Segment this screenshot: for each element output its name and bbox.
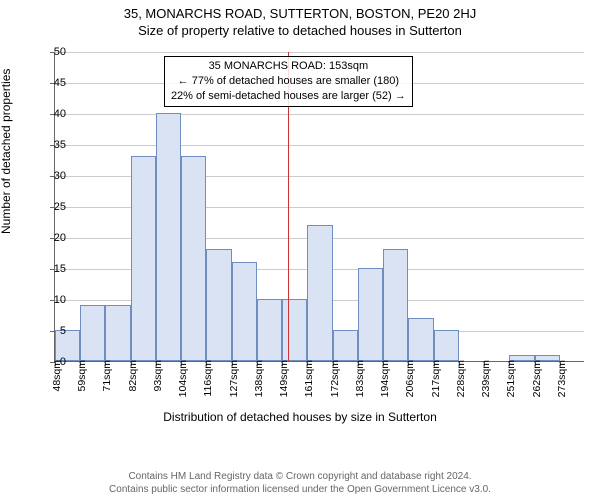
page-title: 35, MONARCHS ROAD, SUTTERTON, BOSTON, PE…: [0, 0, 600, 21]
xtick-label: 228sqm: [455, 360, 467, 397]
page-subtitle: Size of property relative to detached ho…: [0, 21, 600, 38]
bar: [307, 225, 332, 361]
bar: [105, 305, 130, 361]
xtick-label: 71sqm: [101, 360, 113, 392]
annotation-box: 35 MONARCHS ROAD: 153sqm ← 77% of detach…: [164, 56, 413, 107]
xtick-label: 262sqm: [531, 360, 543, 397]
annotation-line-1: 35 MONARCHS ROAD: 153sqm: [171, 59, 406, 74]
xtick-label: 48sqm: [51, 360, 63, 392]
bar: [333, 330, 358, 361]
footer: Contains HM Land Registry data © Crown c…: [0, 470, 600, 496]
bar: [358, 268, 383, 361]
bar: [282, 299, 307, 361]
ytick-label: 10: [26, 294, 66, 306]
xtick-label: 206sqm: [404, 360, 416, 397]
bar: [181, 156, 206, 361]
xtick-label: 116sqm: [202, 360, 214, 397]
plot-area: 35 MONARCHS ROAD: 153sqm ← 77% of detach…: [54, 52, 584, 362]
xtick-label: 217sqm: [430, 360, 442, 397]
xtick-label: 183sqm: [354, 360, 366, 397]
xtick-label: 251sqm: [505, 360, 517, 397]
bar: [131, 156, 156, 361]
xtick-label: 172sqm: [329, 360, 341, 397]
xtick-label: 59sqm: [76, 360, 88, 392]
xtick-label: 127sqm: [228, 360, 240, 397]
footer-line-2: Contains public sector information licen…: [0, 483, 600, 496]
bar: [232, 262, 257, 361]
bar: [156, 113, 181, 361]
annotation-line-3: 22% of semi-detached houses are larger (…: [171, 89, 406, 104]
ytick-label: 45: [26, 77, 66, 89]
xtick-label: 149sqm: [278, 360, 290, 397]
bar: [383, 249, 408, 361]
ytick-label: 30: [26, 170, 66, 182]
ytick-label: 50: [26, 46, 66, 58]
x-axis-label: Distribution of detached houses by size …: [0, 410, 600, 424]
ytick-label: 5: [26, 325, 66, 337]
ytick-label: 15: [26, 263, 66, 275]
xtick-label: 104sqm: [177, 360, 189, 397]
gridline: [55, 145, 584, 146]
annotation-line-2: ← 77% of detached houses are smaller (18…: [171, 74, 406, 89]
xtick-label: 138sqm: [253, 360, 265, 397]
xtick-label: 82sqm: [127, 360, 139, 392]
bar: [80, 305, 105, 361]
ytick-label: 25: [26, 201, 66, 213]
xtick-label: 239sqm: [480, 360, 492, 397]
chart-container: Number of detached properties 35 MONARCH…: [0, 44, 600, 424]
xtick-label: 93sqm: [152, 360, 164, 392]
bar: [206, 249, 231, 361]
footer-line-1: Contains HM Land Registry data © Crown c…: [0, 470, 600, 483]
ytick-label: 40: [26, 108, 66, 120]
gridline: [55, 52, 584, 53]
xtick-label: 273sqm: [556, 360, 568, 397]
bar: [434, 330, 459, 361]
y-axis-label: Number of detached properties: [0, 69, 13, 234]
bar: [408, 318, 433, 361]
xtick-label: 161sqm: [303, 360, 315, 397]
xtick-label: 194sqm: [379, 360, 391, 397]
gridline: [55, 114, 584, 115]
ytick-label: 35: [26, 139, 66, 151]
ytick-label: 20: [26, 232, 66, 244]
bar: [257, 299, 282, 361]
